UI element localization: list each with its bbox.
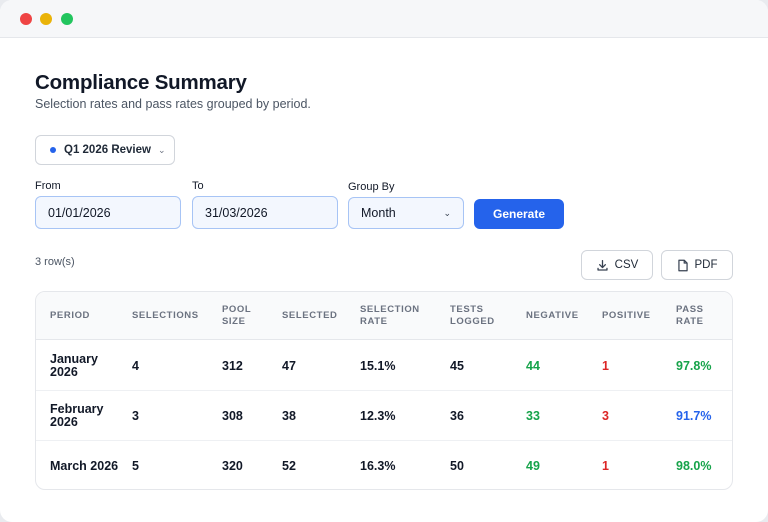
title-bar (0, 0, 768, 38)
column-header-selections[interactable]: SELECTIONS (132, 310, 199, 321)
cell-negative: 33 (526, 408, 540, 423)
row-count: 3 row(s) (35, 256, 75, 268)
cell-selections: 4 (132, 358, 139, 373)
cell-tests-logged: 36 (450, 408, 464, 423)
cell-period: March 2026 (50, 458, 119, 473)
maximize-window-button[interactable] (61, 13, 73, 25)
cell-selections: 5 (132, 458, 139, 473)
column-header-pool-size[interactable]: POOL SIZE (222, 304, 252, 327)
table-row[interactable]: February 2026 3 308 38 12.3% 36 33 3 91.… (36, 391, 732, 441)
generate-button[interactable]: Generate (474, 199, 564, 229)
pdf-label: PDF (694, 259, 718, 271)
main-content: Compliance Summary Selection rates and p… (35, 38, 733, 522)
cell-selected: 52 (282, 458, 296, 473)
chevron-down-icon: ⌄ (157, 144, 166, 155)
cell-period: January 2026 (50, 352, 98, 379)
minimize-window-button[interactable] (40, 13, 52, 25)
cell-positive: 1 (602, 458, 609, 473)
export-csv-button[interactable]: CSV (581, 250, 653, 280)
column-header-pass-rate[interactable]: PASS RATE (676, 304, 704, 327)
column-header-selection-rate[interactable]: SELECTION RATE (360, 304, 420, 327)
column-header-tests-logged[interactable]: TESTS LOGGED (450, 304, 495, 327)
column-header-period[interactable]: PERIOD (50, 310, 91, 321)
cell-selection-rate: 15.1% (360, 358, 396, 373)
csv-label: CSV (614, 259, 639, 271)
preset-status-dot (50, 147, 56, 153)
cell-selected: 38 (282, 408, 296, 423)
to-date-value: 31/03/2026 (205, 205, 268, 220)
download-icon (597, 259, 608, 271)
cell-positive: 3 (602, 408, 609, 423)
export-pdf-button[interactable]: PDF (661, 250, 733, 280)
cell-positive: 1 (602, 358, 609, 373)
cell-tests-logged: 45 (450, 358, 464, 373)
cell-pool-size: 308 (222, 408, 243, 423)
to-date-input[interactable]: 31/03/2026 (192, 196, 338, 229)
cell-negative: 49 (526, 458, 540, 473)
group-by-value: Month (361, 206, 396, 220)
cell-period: February 2026 (50, 402, 104, 429)
close-window-button[interactable] (20, 13, 32, 25)
table-row[interactable]: March 2026 5 320 52 16.3% 50 49 1 98.0% (36, 441, 732, 489)
from-date-input[interactable]: 01/01/2026 (35, 196, 181, 229)
group-by-select[interactable]: Month ⌄ (348, 197, 464, 229)
preset-selector[interactable]: Q1 2026 Review ⌄ (35, 135, 175, 165)
page-subtitle: Selection rates and pass rates grouped b… (35, 97, 311, 111)
column-header-positive[interactable]: POSITIVE (602, 310, 651, 321)
chevron-down-icon: ⌄ (443, 207, 451, 218)
cell-pool-size: 320 (222, 458, 243, 473)
from-label: From (35, 180, 61, 192)
cell-selections: 3 (132, 408, 139, 423)
cell-selection-rate: 12.3% (360, 408, 396, 423)
cell-pool-size: 312 (222, 358, 243, 373)
group-by-label: Group By (348, 181, 395, 193)
table-row[interactable]: January 2026 4 312 47 15.1% 45 44 1 97.8… (36, 341, 732, 391)
column-header-negative[interactable]: NEGATIVE (526, 310, 579, 321)
page-title: Compliance Summary (35, 71, 247, 94)
cell-selected: 47 (282, 358, 296, 373)
cell-pass-rate: 91.7% (676, 408, 712, 423)
cell-selection-rate: 16.3% (360, 458, 396, 473)
cell-pass-rate: 97.8% (676, 358, 712, 373)
summary-table: PERIOD SELECTIONS POOL SIZE SELECTED SEL… (35, 291, 733, 490)
column-header-selected[interactable]: SELECTED (282, 310, 338, 321)
preset-label: Q1 2026 Review (64, 144, 151, 156)
document-icon (677, 259, 688, 271)
cell-negative: 44 (526, 358, 540, 373)
from-date-value: 01/01/2026 (48, 205, 111, 220)
cell-pass-rate: 98.0% (676, 458, 712, 473)
table-header: PERIOD SELECTIONS POOL SIZE SELECTED SEL… (36, 292, 732, 340)
cell-tests-logged: 50 (450, 458, 464, 473)
to-label: To (192, 180, 204, 192)
